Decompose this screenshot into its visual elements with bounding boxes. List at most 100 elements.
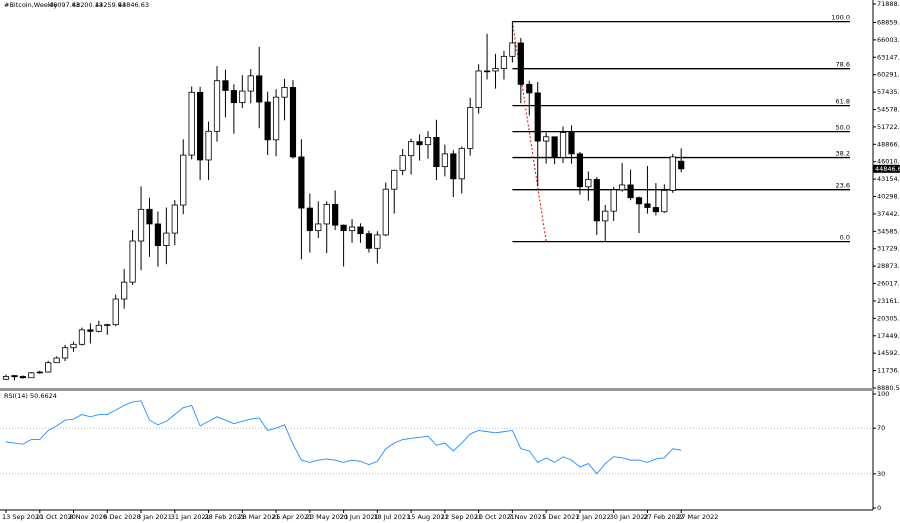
y-tick-label: 40298.20 <box>877 193 900 201</box>
candle-body <box>298 156 305 209</box>
candle-body <box>382 188 389 236</box>
candle-body <box>281 87 288 98</box>
candle-body <box>568 132 575 155</box>
candle-body <box>247 75 254 92</box>
candle-body <box>205 130 212 161</box>
candle-body <box>45 362 52 373</box>
candle-body <box>678 160 685 170</box>
x-tick-label: 23 May 2021 <box>306 513 348 521</box>
candle-body <box>543 136 550 142</box>
candle-body <box>306 207 313 232</box>
candle-body <box>492 68 499 72</box>
fib-label: 61.8 <box>836 98 850 106</box>
candle-body <box>272 96 280 141</box>
candle-body <box>36 371 43 374</box>
candle-body <box>230 90 237 104</box>
candle-body <box>163 232 170 246</box>
candle-body <box>213 80 221 132</box>
candle-body <box>137 208 145 242</box>
y-tick-label: 71888.59 <box>877 0 900 8</box>
candle-body <box>222 80 229 91</box>
candle-body <box>188 91 195 156</box>
fib-label: 38.2 <box>836 150 850 158</box>
fib-label: 23.6 <box>836 182 850 190</box>
candle-body <box>416 141 423 146</box>
y-tick-label: 46010.50 <box>877 158 900 166</box>
candle-body <box>467 107 474 149</box>
y-tick-label: 23161.30 <box>877 297 900 305</box>
x-tick-label: 2 Jan 2022 <box>576 513 611 521</box>
fib-label: 0.0 <box>840 234 850 242</box>
x-tick-label: 31 Jan 2021 <box>171 513 210 521</box>
candle-body <box>289 87 297 158</box>
x-tick-label: 28 Mar 2021 <box>238 513 279 521</box>
candle-body <box>391 169 398 190</box>
y-tick-label: 51722.80 <box>877 123 900 131</box>
rsi-tick-label: 30 <box>877 470 885 478</box>
header-close: 44846.63 <box>118 1 149 9</box>
y-tick-label: 11736.70 <box>877 367 900 375</box>
rsi-tick-label: 100 <box>877 390 889 398</box>
candle-body <box>87 329 94 332</box>
candle-body <box>53 357 60 364</box>
price-label-box <box>873 164 900 173</box>
x-tick-label: 5 Dec 2021 <box>542 513 579 521</box>
candle-body <box>559 132 567 158</box>
candle-body <box>627 184 634 199</box>
fib-label: 50.0 <box>836 124 850 132</box>
y-tick-label: 17449.00 <box>877 332 900 340</box>
candle-body <box>129 240 136 283</box>
rsi-tick-label: 0 <box>877 504 881 512</box>
candle-body <box>11 375 18 378</box>
candle-body <box>19 376 26 379</box>
candle-body <box>197 91 204 161</box>
y-tick-label: 26017.45 <box>877 280 900 288</box>
current-price-label: 44846.63 <box>875 165 900 173</box>
y-tick-label: 48866.65 <box>877 140 900 148</box>
candle-body <box>104 324 111 326</box>
candle-body <box>661 190 668 213</box>
header-low: 44259.93 <box>95 1 126 9</box>
x-tick-label: 3 Jan 2021 <box>137 513 172 521</box>
x-tick-label: 11 Oct 2020 <box>36 513 76 521</box>
candle-body <box>458 147 465 180</box>
y-tick-label: 43154.35 <box>877 175 900 183</box>
candle-body <box>112 298 119 326</box>
candle-body <box>78 329 86 345</box>
candle-body <box>154 223 162 246</box>
y-tick-label: 57435.10 <box>877 88 900 96</box>
candle-body <box>441 153 448 168</box>
candle-body <box>323 204 330 225</box>
candle-body <box>332 204 339 226</box>
y-tick-label: 68859.70 <box>877 18 900 26</box>
y-tick-label: 63147.40 <box>877 53 900 61</box>
candle-body <box>475 70 482 108</box>
candle-body <box>593 179 600 222</box>
x-tick-label: 30 Jan 2022 <box>610 513 649 521</box>
candle-body <box>585 179 592 188</box>
x-tick-label: 18 Jul 2021 <box>373 513 410 521</box>
candle-body <box>264 101 271 141</box>
pane-separator <box>0 388 873 391</box>
candle-body <box>28 372 35 379</box>
candle-body <box>652 207 659 213</box>
candle-body <box>509 42 516 57</box>
chart-title: #Bitcoin,Weekly <box>4 1 57 9</box>
candle-body <box>424 136 432 146</box>
y-tick-label: 20305.15 <box>877 314 900 322</box>
candle-body <box>500 55 508 69</box>
candle-body <box>374 234 381 249</box>
candle-body <box>450 153 457 180</box>
x-tick-label: 13 Sep 2020 <box>2 513 43 521</box>
x-tick-label: 27 Feb 2022 <box>643 513 683 521</box>
candle-body <box>171 204 178 234</box>
x-tick-label: 28 Feb 2021 <box>205 513 245 521</box>
x-tick-label: 27 Mar 2022 <box>677 513 718 521</box>
candle-body <box>408 141 415 157</box>
candle-body <box>669 156 676 191</box>
candle-body <box>61 347 69 359</box>
candle-body <box>348 226 356 232</box>
candle-body <box>619 184 626 191</box>
candle-body <box>399 155 406 171</box>
